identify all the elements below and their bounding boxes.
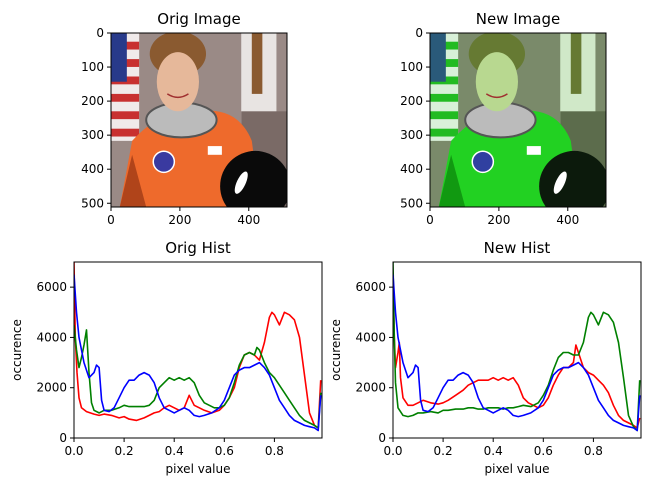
x-tick-label: 0.8	[584, 444, 603, 458]
name-tag	[526, 146, 541, 155]
x-tick-label: 0	[426, 213, 434, 227]
flag-stripe	[111, 128, 140, 137]
series-line	[74, 274, 322, 432]
helmet-reflection	[234, 171, 248, 194]
y-axis-label: occurence	[10, 319, 24, 381]
image-frame	[110, 32, 288, 208]
name-tag	[207, 146, 222, 155]
mouth	[166, 93, 189, 99]
y-tick-label: 6000	[355, 280, 386, 294]
x-axis-label: pixel value	[485, 462, 550, 476]
y-tick-label: 4000	[36, 330, 67, 344]
y-tick-label: 400	[400, 162, 423, 176]
image-content	[111, 33, 287, 207]
series-line	[74, 262, 322, 429]
x-tick-label: 0.2	[115, 444, 134, 458]
helmet	[220, 150, 287, 207]
y-tick-label: 200	[81, 94, 104, 108]
y-tick-label: 0	[415, 26, 423, 40]
face	[475, 52, 518, 112]
axes-frame	[392, 261, 642, 439]
series-line	[393, 262, 641, 432]
flag-stripe	[430, 128, 459, 137]
x-tick-label: 0.4	[165, 444, 184, 458]
shuttle-tank	[251, 33, 263, 94]
mission-patch	[471, 150, 495, 174]
y-tick-label: 0	[59, 431, 67, 445]
face	[156, 52, 200, 112]
flag-stripe	[111, 93, 140, 102]
plot-area	[393, 262, 641, 432]
axes-frame	[73, 261, 323, 439]
x-tick-label: 0.4	[484, 444, 503, 458]
image-content	[430, 33, 606, 207]
y-axis-label: occurence	[329, 319, 343, 381]
x-tick-label: 0.2	[434, 444, 453, 458]
flag-canton	[111, 33, 127, 82]
flag-canton	[430, 33, 446, 82]
y-tick-label: 100	[400, 60, 423, 74]
x-tick-label: 0.6	[215, 444, 234, 458]
y-tick-label: 2000	[36, 381, 67, 395]
subplot-title: Orig Image	[157, 10, 240, 28]
x-tick-label: 0.8	[265, 444, 284, 458]
flag-stripe	[430, 111, 459, 120]
series-line	[393, 274, 641, 432]
helmet-reflection	[553, 171, 567, 194]
y-tick-label: 500	[81, 196, 104, 210]
y-tick-label: 200	[400, 94, 423, 108]
y-tick-label: 0	[378, 431, 386, 445]
y-tick-label: 300	[81, 128, 104, 142]
series-line	[74, 324, 322, 429]
suit-shadow	[438, 154, 466, 207]
x-tick-label: 0.6	[534, 444, 553, 458]
y-tick-label: 400	[81, 162, 104, 176]
histogram-subplot: New Hist 0 2000 4000 6000 0.0 0.2 0.4 0.6 0.8 pixe…	[329, 239, 642, 476]
histogram-subplot: Orig Hist 0 2000 4000 6000 0.0 0.2 0.4 0.6 0.8 pix…	[10, 239, 323, 476]
y-tick-label: 4000	[355, 330, 386, 344]
x-tick-label: 0.0	[383, 444, 402, 458]
x-tick-label: 400	[556, 213, 579, 227]
subplot-title: Orig Hist	[165, 239, 231, 257]
y-tick-label: 0	[96, 26, 104, 40]
x-tick-label: 200	[487, 213, 510, 227]
series-line	[393, 274, 641, 429]
flag-stripe	[111, 111, 140, 120]
image-frame	[429, 32, 607, 208]
suit-shadow	[119, 154, 147, 207]
plot-area	[74, 262, 322, 432]
x-tick-label: 200	[168, 213, 191, 227]
shuttle-tank	[570, 33, 582, 94]
y-tick-label: 6000	[36, 280, 67, 294]
flag-stripe	[430, 93, 459, 102]
helmet	[539, 150, 606, 207]
x-tick-label: 400	[237, 213, 260, 227]
x-tick-label: 0	[107, 213, 115, 227]
y-tick-label: 500	[400, 196, 423, 210]
y-tick-label: 300	[400, 128, 423, 142]
x-axis-label: pixel value	[166, 462, 231, 476]
subplot-title: New Hist	[484, 239, 551, 257]
y-tick-label: 100	[81, 60, 104, 74]
mission-patch	[152, 150, 176, 174]
x-tick-label: 0.0	[64, 444, 83, 458]
mouth	[485, 93, 508, 99]
subplot-title: New Image	[476, 10, 560, 28]
y-tick-label: 2000	[355, 381, 386, 395]
